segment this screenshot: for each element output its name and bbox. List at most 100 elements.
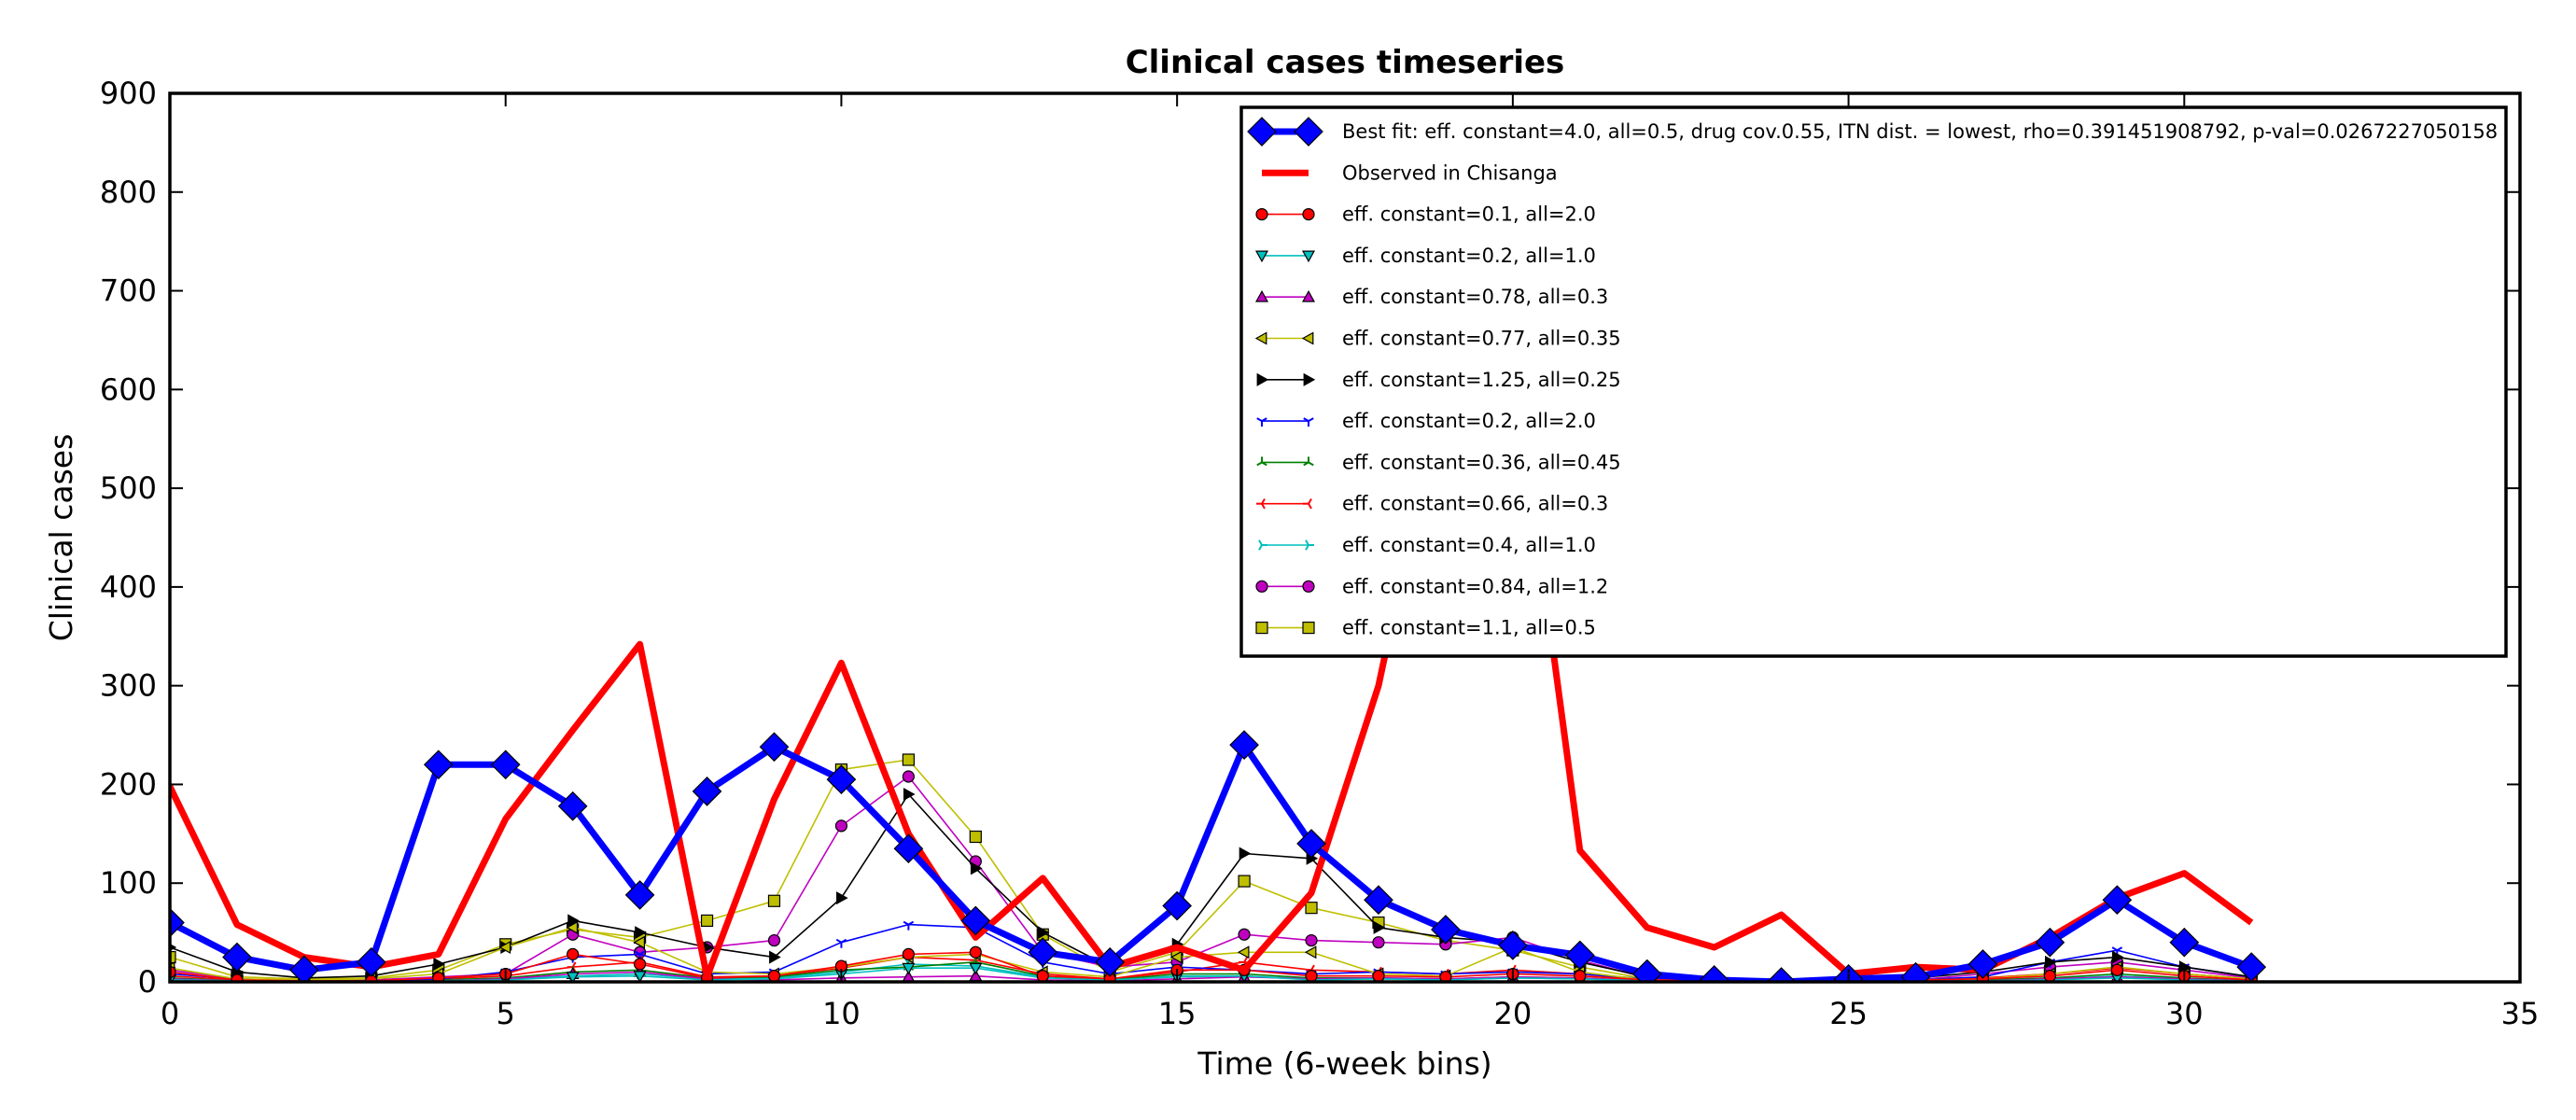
y-tick-label: 500 [100,470,157,506]
data-point [433,957,446,971]
data-point [566,920,579,934]
data-point [2116,946,2123,952]
data-point [767,894,781,907]
legend-marker [1308,417,1314,422]
y-axis: 0 100 200 300 400 500 600 700 800 900 [100,76,2520,1000]
legend-label: eff. constant=0.36, all=0.45 [1342,451,1621,473]
chart-title: Clinical cases timeseries [1126,44,1565,81]
legend-item: eff. constant=0.2, all=2.0 [1256,410,1596,432]
data-point [1238,875,1251,888]
data-point [432,972,445,982]
y-tick-label: 800 [100,175,157,210]
legend-item: eff. constant=0.2, all=1.0 [1254,245,1596,267]
data-point [969,962,983,975]
data-point [567,947,580,960]
legend-marker [1301,331,1314,345]
data-point [1036,970,1049,982]
legend-marker [1254,289,1269,302]
legend-marker [1256,372,1269,386]
data-point [902,770,915,783]
x-axis: 0 5 10 15 20 25 30 35 [161,93,2540,1031]
data-point [759,732,790,763]
legend-item: Observed in Chisanga [1262,161,1558,184]
data-point [231,973,244,982]
data-point [1169,950,1183,964]
data-point [1364,885,1393,916]
data-point [1564,940,1595,971]
legend-marker [1302,580,1315,593]
y-tick-label: 400 [100,569,157,605]
x-tick-label: 0 [161,996,179,1031]
legend-item: eff. constant=0.66, all=0.3 [1256,493,1608,515]
legend-marker [1308,503,1312,510]
data-point [902,962,916,975]
data-point [1095,946,1126,977]
legend-marker [1261,503,1266,510]
legend-marker [1301,250,1316,263]
data-point [571,961,577,968]
legend-marker [1308,497,1312,505]
data-point [498,940,511,954]
data-point [567,914,580,928]
data-point [1305,933,1318,947]
data-point [1243,957,1248,963]
legend-marker [1258,539,1263,546]
x-tick-label: 15 [1158,996,1197,1031]
data-point [289,955,319,982]
x-tick-label: 10 [822,996,861,1031]
data-point [639,950,646,956]
data-point [960,905,991,936]
data-point [2111,950,2124,964]
legend-item: eff. constant=0.1, all=2.0 [1255,203,1596,226]
x-tick-label: 35 [2501,996,2540,1031]
data-point [692,777,722,806]
legend-item: eff. constant=0.36, all=0.45 [1256,451,1621,473]
legend-label: eff. constant=1.1, all=0.5 [1342,617,1596,639]
x-tick-label: 5 [497,996,515,1031]
legend-item: eff. constant=0.84, all=1.2 [1255,575,1608,597]
legend-marker [1254,331,1267,345]
legend-item: eff. constant=0.77, all=0.35 [1254,328,1621,350]
legend-item: eff. constant=1.25, all=0.25 [1256,369,1621,391]
legend-marker [1303,461,1309,467]
data-point [633,971,647,982]
data-point [970,861,983,875]
legend-label: Best fit: eff. constant=4.0, all=0.5, dr… [1342,120,2498,143]
legend-marker [1256,461,1263,467]
legend-item: eff. constant=0.78, all=0.3 [1254,286,1608,308]
data-point [1498,931,1528,960]
data-point [1028,937,1058,968]
legend-marker [1254,250,1269,263]
legend-box [1239,105,2508,658]
data-point [902,947,915,960]
legend-marker [1301,289,1316,302]
data-point [423,749,454,780]
series-line [170,776,2252,982]
data-point [1229,730,1259,760]
data-point [1237,945,1250,959]
data-point [1305,902,1318,915]
data-point [1574,970,1587,982]
legend-label: eff. constant=0.1, all=2.0 [1342,203,1596,226]
y-tick-label: 900 [100,76,157,111]
legend-item: Best fit: eff. constant=4.0, all=0.5, dr… [1247,117,2498,147]
x-axis-title: Time (6-week bins) [1197,1045,1491,1082]
legend-label: eff. constant=0.66, all=0.3 [1342,493,1608,515]
legend-item: eff. constant=1.1, all=0.5 [1255,617,1596,639]
data-point [969,830,982,844]
y-tick-label: 600 [100,371,157,407]
data-point [1305,970,1318,982]
data-point [2045,955,2057,969]
data-point [1372,970,1385,982]
legend-marker [1308,461,1314,467]
legend-marker [1303,417,1309,422]
legend-label: eff. constant=0.4, all=1.0 [1342,534,1596,556]
data-point [2043,970,2056,982]
data-point [633,958,647,971]
data-point [903,920,909,926]
x-tick-label: 25 [1829,996,1868,1031]
data-point [1431,915,1461,945]
data-point [2111,946,2118,952]
data-point [170,907,185,938]
legend-marker [1255,208,1268,221]
